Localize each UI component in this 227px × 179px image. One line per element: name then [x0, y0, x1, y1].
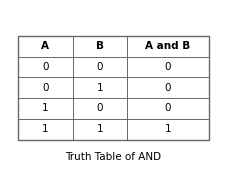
Text: 0: 0 [97, 103, 103, 113]
Text: 0: 0 [42, 83, 49, 93]
Text: A: A [41, 41, 49, 51]
Bar [18, 36, 209, 140]
Text: 0: 0 [42, 62, 49, 72]
Text: B: B [96, 41, 104, 51]
Text: 0: 0 [165, 103, 171, 113]
Text: 1: 1 [96, 124, 103, 134]
Text: 1: 1 [42, 103, 49, 113]
Text: A and B: A and B [145, 41, 191, 51]
Text: 0: 0 [165, 62, 171, 72]
Text: 1: 1 [165, 124, 171, 134]
Text: Truth Table of AND: Truth Table of AND [65, 152, 162, 162]
Text: 1: 1 [42, 124, 49, 134]
Text: 0: 0 [97, 62, 103, 72]
Text: 1: 1 [96, 83, 103, 93]
Text: 0: 0 [165, 83, 171, 93]
